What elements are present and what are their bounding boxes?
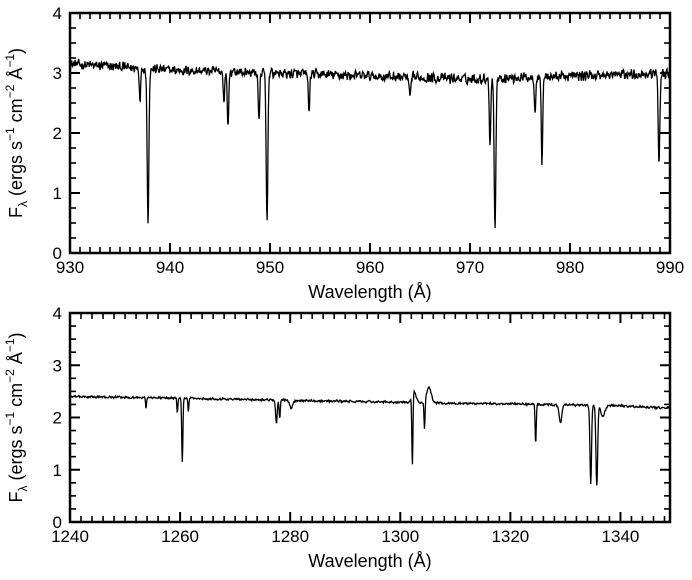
x-tick-label: 1260 bbox=[161, 527, 199, 546]
y-tick-label: 1 bbox=[53, 184, 62, 203]
y-tick-label: 2 bbox=[53, 124, 62, 143]
x-tick-label: 1280 bbox=[271, 527, 309, 546]
top-spectrum-panel: 930 940 950 960 970 980 990 0 1 2 3 4 Wavelength (Å)… bbox=[3, 4, 684, 302]
x-tick-label: 1240 bbox=[51, 527, 89, 546]
x-tick-label: 940 bbox=[156, 258, 184, 277]
x-tick-label: 960 bbox=[356, 258, 384, 277]
x-tick-label: 1300 bbox=[381, 527, 419, 546]
plot-frame bbox=[68, 311, 672, 524]
spectrum-line bbox=[69, 58, 671, 228]
x-tick-label: 950 bbox=[256, 258, 284, 277]
spectrum-line bbox=[69, 385, 671, 486]
x-tick-label: 1340 bbox=[602, 527, 640, 546]
x-tick-label: 990 bbox=[656, 258, 684, 277]
bottom-spectrum-panel: 1240 1260 1280 1300 1320 1340 0 1 2 3 4 Wavelength … bbox=[3, 304, 672, 571]
x-tick-label: 980 bbox=[556, 258, 584, 277]
x-tick-label: 1320 bbox=[491, 527, 529, 546]
y-tick-label: 0 bbox=[53, 244, 62, 263]
y-axis-label: Fλ (ergs s−1 cm−2 Å−1) bbox=[3, 48, 30, 218]
y-axis-label: Fλ (ergs s−1 cm−2 Å−1) bbox=[3, 332, 30, 502]
x-tick-label: 930 bbox=[56, 258, 84, 277]
y-tick-label: 3 bbox=[53, 356, 62, 375]
x-axis-label: Wavelength (Å) bbox=[308, 282, 431, 302]
y-tick-label: 3 bbox=[53, 64, 62, 83]
plot-frame bbox=[68, 11, 672, 255]
y-tick-label: 1 bbox=[53, 461, 62, 480]
x-axis-label: Wavelength (Å) bbox=[308, 551, 431, 571]
y-tick-label: 2 bbox=[53, 409, 62, 428]
x-tick-label: 970 bbox=[456, 258, 484, 277]
y-tick-label: 4 bbox=[53, 304, 62, 323]
y-tick-label: 0 bbox=[53, 513, 62, 532]
y-tick-label: 4 bbox=[53, 4, 62, 23]
